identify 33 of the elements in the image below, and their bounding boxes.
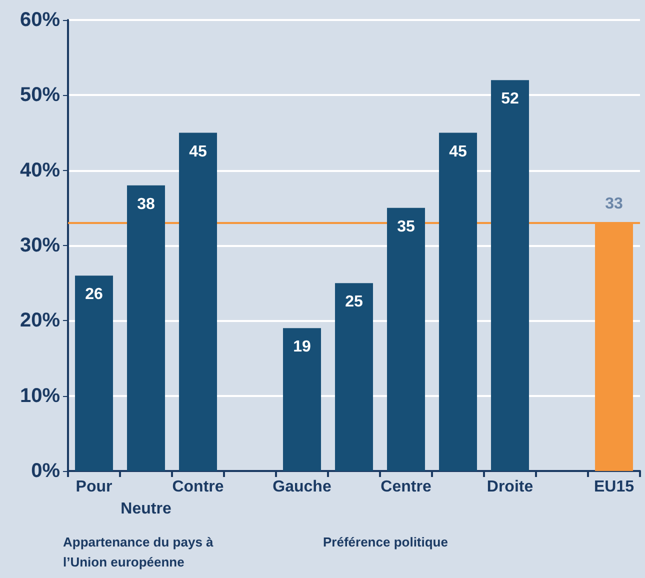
bar <box>387 208 425 471</box>
data-label: 52 <box>501 90 519 108</box>
bar <box>491 80 529 471</box>
y-tick-label: 30% <box>20 234 60 256</box>
bar <box>127 185 165 471</box>
text: Appartenance du pays à l’Union européenne <box>63 534 217 570</box>
bar <box>335 283 373 471</box>
y-tick-label: 20% <box>20 310 60 332</box>
data-label: 19 <box>293 338 311 356</box>
data-label: 45 <box>189 143 207 160</box>
data-label: 26 <box>85 286 103 304</box>
data-label: 38 <box>137 196 155 213</box>
x-tick-label: EU15 <box>594 478 634 496</box>
data-label: 25 <box>345 294 363 311</box>
y-tick-label: 50% <box>20 84 60 106</box>
text: Préférence politique <box>323 534 448 550</box>
y-tick-label: 10% <box>20 384 60 407</box>
x-tick-label: Pour <box>76 478 112 496</box>
y-tick-label: 0% <box>31 460 60 482</box>
x-tick-label: Gauche <box>272 478 332 496</box>
data-label: 45 <box>449 143 467 160</box>
bar <box>75 276 113 471</box>
bar <box>283 328 321 471</box>
x-tick-label: Droite <box>486 478 534 496</box>
x-tick-label: Centre <box>380 478 432 496</box>
x-tick-label: Neutre <box>120 500 172 518</box>
data-label: 35 <box>397 218 415 236</box>
y-tick-label: 40% <box>20 159 60 182</box>
y-tick-label: 60% <box>20 9 60 31</box>
bar <box>179 132 217 471</box>
data-label: 33 <box>605 195 623 212</box>
x-tick-label: Contre <box>172 478 224 496</box>
bar <box>439 132 477 471</box>
